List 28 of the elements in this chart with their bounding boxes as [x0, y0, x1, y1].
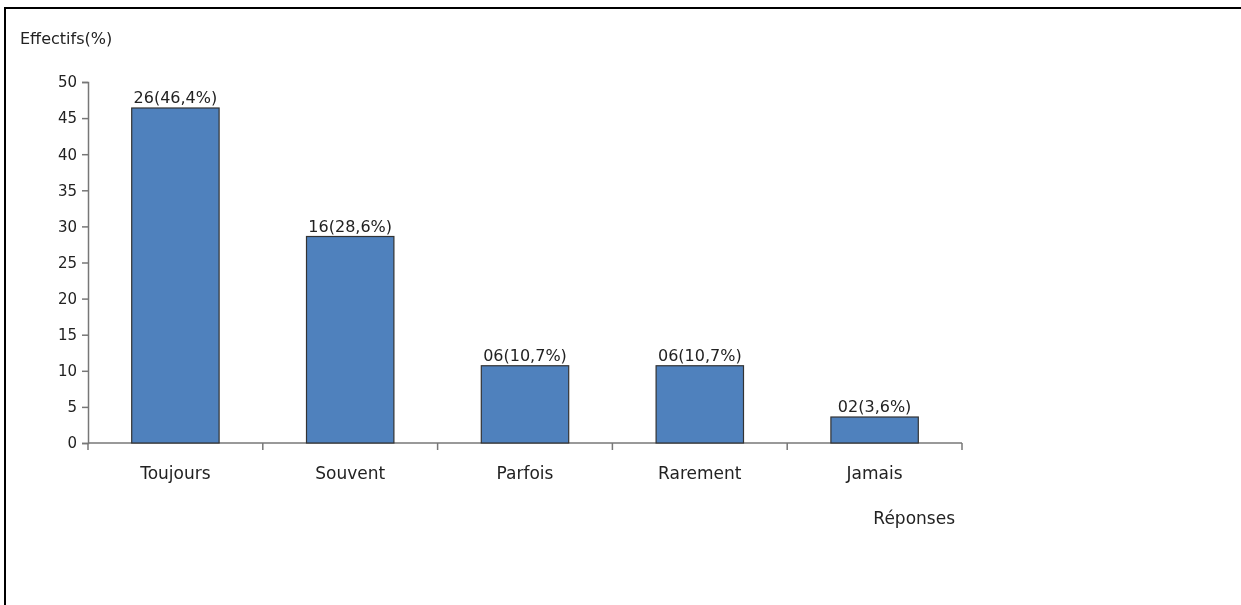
y-tick-label: 0	[67, 434, 77, 453]
y-tick-label: 25	[57, 253, 77, 272]
bar	[830, 416, 919, 444]
data-label: 02(3,6%)	[837, 397, 912, 417]
data-label: 06(10,7%)	[483, 345, 567, 365]
data-label: 06(10,7%)	[657, 345, 742, 365]
bar	[305, 235, 395, 444]
y-tick-label: 50	[57, 73, 77, 92]
x-tick-label: Souvent	[315, 463, 386, 483]
y-axis-title: Effectifs(%)	[20, 29, 113, 48]
x-tick-label: Toujours	[139, 463, 211, 483]
y-tick-label: 45	[57, 109, 77, 128]
data-label: 26(46,4%)	[133, 87, 218, 107]
bar	[131, 107, 220, 444]
x-axis-title: Réponses	[873, 508, 956, 528]
y-tick-label: 5	[67, 398, 77, 417]
bar	[655, 365, 745, 444]
bar	[480, 365, 570, 444]
y-tick-label: 35	[57, 181, 77, 200]
y-tick-label: 30	[57, 217, 77, 236]
x-tick-label: Parfois	[496, 463, 554, 483]
y-tick-label: 40	[57, 145, 77, 164]
x-tick-label: Rarement	[658, 463, 742, 483]
data-label: 16(28,6%)	[308, 216, 393, 236]
x-tick-label: Jamais	[845, 463, 903, 483]
y-tick-label: 15	[57, 326, 77, 344]
y-tick-label: 10	[57, 362, 77, 381]
y-tick-label: 20	[57, 289, 77, 308]
